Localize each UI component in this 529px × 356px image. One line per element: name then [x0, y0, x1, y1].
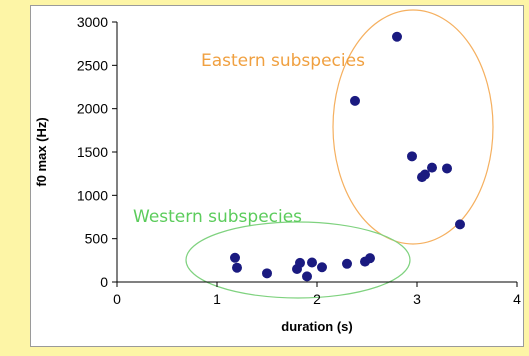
y-tick-label: 2500 — [77, 57, 108, 73]
y-tick-label: 1000 — [77, 187, 108, 203]
x-tick-label: 1 — [213, 291, 221, 307]
data-point — [350, 95, 360, 106]
data-point — [317, 262, 327, 273]
data-point — [342, 258, 352, 269]
x-tick-label: 2 — [313, 291, 321, 307]
chart-panel — [30, 5, 524, 347]
data-point — [307, 257, 317, 268]
y-axis-ticks: 0 500 1000 1500 2000 2500 3000 — [77, 14, 117, 290]
data-point — [442, 163, 452, 174]
x-axis-ticks: 0 1 2 3 4 — [113, 282, 521, 307]
data-point — [455, 219, 465, 230]
x-tick-label: 4 — [513, 291, 521, 307]
y-tick-label: 500 — [85, 231, 109, 247]
data-point — [420, 169, 430, 180]
x-axis-title: duration (s) — [281, 319, 353, 334]
data-point — [407, 151, 417, 162]
data-point — [262, 268, 272, 279]
y-tick-label: 1500 — [77, 144, 108, 160]
y-tick-label: 0 — [100, 274, 108, 290]
data-point — [427, 162, 437, 173]
western-subspecies-label: Western subspecies — [133, 207, 302, 227]
data-point — [302, 271, 312, 282]
data-point — [295, 257, 305, 268]
western-group-ellipse — [185, 221, 411, 299]
eastern-group-ellipse — [332, 9, 494, 245]
data-points — [230, 31, 465, 282]
y-tick-label: 3000 — [77, 14, 108, 30]
x-tick-label: 3 — [413, 291, 421, 307]
data-point — [232, 262, 242, 273]
data-point — [392, 31, 402, 42]
x-tick-label: 0 — [113, 291, 121, 307]
eastern-subspecies-label: Eastern subspecies — [201, 51, 365, 71]
y-axis-title: f0 max (Hz) — [34, 117, 49, 186]
data-point — [365, 253, 375, 264]
y-tick-label: 2000 — [77, 101, 108, 117]
data-point — [230, 252, 240, 263]
